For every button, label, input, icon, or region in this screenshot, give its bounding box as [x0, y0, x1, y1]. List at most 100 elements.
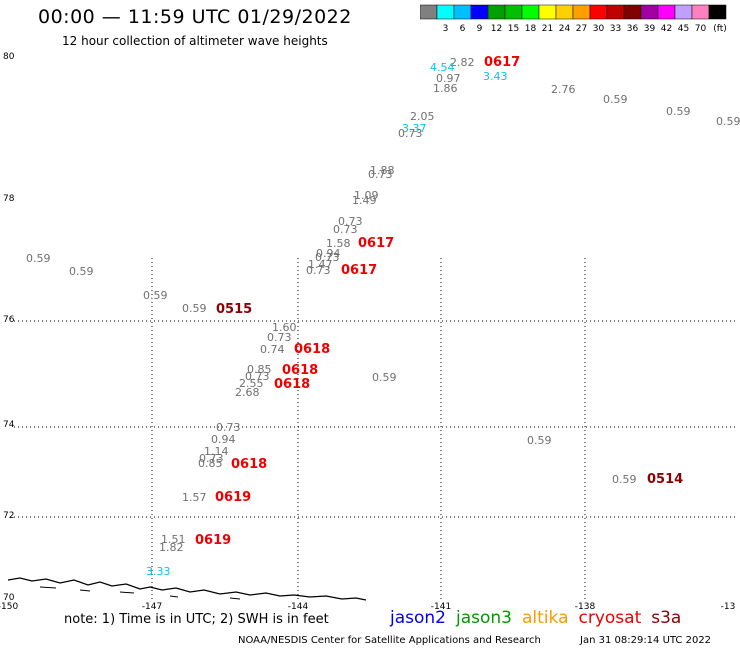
- y-axis-tick-label: 76: [3, 315, 15, 325]
- legend-label: 6: [460, 24, 466, 34]
- wave-height-reading: 2.68: [235, 386, 260, 399]
- satellite-cryosat: cryosat: [578, 608, 642, 628]
- wave-height-reading: 0.73: [398, 127, 423, 140]
- satellite-jason2: jason2: [390, 608, 446, 628]
- wave-height-reading: 0.85: [198, 457, 223, 470]
- legend-label: 70: [695, 24, 707, 34]
- satellite-s3a: s3a: [651, 608, 682, 628]
- wave-height-reading: 0.59: [182, 302, 207, 315]
- pass-time-label: 0617: [358, 236, 394, 251]
- coastline: [169, 595, 179, 598]
- legend-label: 33: [610, 24, 621, 34]
- legend-label: 12: [491, 24, 502, 34]
- wave-height-reading: 0.59: [666, 105, 691, 118]
- legend-label: 3: [443, 24, 449, 34]
- wave-height-reading: 0.59: [143, 289, 168, 302]
- wave-height-reading: 0.59: [69, 265, 94, 278]
- satellite-legend: jason2 jason3 altika cryosat s3a: [390, 608, 691, 628]
- wave-height-reading: 0.97: [436, 72, 461, 85]
- wave-height-reading: 1.14: [204, 445, 229, 458]
- wave-height-reading: 1.88: [370, 164, 395, 177]
- pass-time-label: 0618: [231, 457, 267, 472]
- page-subtitle: 12 hour collection of altimeter wave hei…: [62, 34, 328, 48]
- wave-height-reading: 0.73: [333, 223, 358, 236]
- footer-timestamp: Jan 31 08:29:14 UTC 2022: [580, 635, 712, 646]
- legend-label: 18: [525, 24, 537, 34]
- wave-height-reading: 3.43: [483, 70, 508, 83]
- wave-height-reading: 1.57: [182, 491, 207, 504]
- wave-height-reading: 0.94: [211, 433, 236, 446]
- legend-label: 21: [542, 24, 553, 34]
- y-axis-tick-label: 74: [3, 420, 15, 430]
- coastline: [7, 577, 367, 601]
- satellite-altika: altika: [522, 608, 569, 628]
- wave-height-reading: 1.49: [352, 194, 377, 207]
- coastline: [39, 586, 57, 589]
- legend-label: 45: [678, 24, 689, 34]
- legend-label: 36: [627, 24, 639, 34]
- pass-time-label: 0514: [647, 472, 683, 487]
- legend-label: 9: [477, 24, 483, 34]
- pass-time-label: 0515: [216, 302, 252, 317]
- y-axis-tick-label: 78: [3, 194, 15, 204]
- pass-time-label: 0617: [484, 55, 520, 70]
- wave-height-reading: 3.33: [146, 565, 171, 578]
- wave-height-reading: 0.59: [612, 473, 637, 486]
- coastline: [79, 589, 91, 592]
- y-axis-tick-label: 80: [3, 52, 15, 62]
- color-legend: 3 6 9 12 15 18 21 24 27 30 33 36 39 42 45 70 (ft): [420, 4, 727, 34]
- wave-height-reading: 2.55: [239, 377, 264, 390]
- wave-height-reading: 1.82: [159, 541, 184, 554]
- footer-credit: NOAA/NESDIS Center for Satellite Applica…: [238, 635, 541, 646]
- pass-time-label: 0617: [341, 263, 377, 278]
- y-axis-tick-label: 72: [3, 511, 14, 521]
- wave-height-reading: 1.86: [433, 82, 458, 95]
- wave-height-reading: 0.73: [199, 452, 224, 465]
- wave-height-reading: 0.73: [368, 168, 393, 181]
- coastline: [119, 591, 135, 594]
- wave-height-reading: 2.05: [410, 110, 435, 123]
- y-axis-tick-label: 70: [3, 593, 15, 603]
- x-axis-tick-label: -141: [431, 602, 451, 612]
- pass-time-label: 0619: [195, 533, 231, 548]
- legend-label: 24: [559, 24, 571, 34]
- wave-height-reading: 0.73: [338, 215, 363, 228]
- legend-label: 30: [593, 24, 605, 34]
- legend-swatch: [708, 4, 727, 20]
- legend-label: 27: [576, 24, 587, 34]
- wave-height-reading: 0.59: [527, 434, 552, 447]
- wave-height-reading: 0.59: [603, 93, 628, 106]
- wave-height-reading: 0.59: [716, 115, 740, 128]
- wave-height-reading: 0.85: [247, 363, 272, 376]
- wave-height-reading: 0.73: [315, 251, 340, 264]
- x-axis-tick-label: -138: [575, 602, 596, 612]
- legend-label: 15: [508, 24, 519, 34]
- page-title: 00:00 — 11:59 UTC 01/29/2022: [38, 6, 352, 28]
- wave-height-reading: 0.73: [245, 370, 270, 383]
- wave-height-reading: 0.59: [26, 252, 51, 265]
- x-axis-tick-label: -144: [288, 602, 309, 612]
- wave-height-reading: 0.74: [260, 343, 285, 356]
- wave-height-reading: 0.59: [372, 371, 397, 384]
- note-text: note: 1) Time is in UTC; 2) SWH is in fe…: [64, 612, 329, 627]
- wave-height-reading: 2.82: [450, 56, 475, 69]
- wave-height-reading: 2.76: [551, 83, 576, 96]
- wave-height-reading: 3.37: [402, 122, 427, 135]
- x-axis-tick-label: -13: [721, 602, 736, 612]
- legend-label: 39: [644, 24, 656, 34]
- legend-label: 42: [661, 24, 672, 34]
- pass-time-label: 0618: [282, 363, 318, 378]
- wave-height-reading: 4.54: [430, 61, 455, 74]
- wave-height-reading: 1.58: [326, 237, 351, 250]
- wave-height-reading: 1.51: [161, 533, 186, 546]
- x-axis-tick-label: -150: [0, 602, 18, 612]
- wave-height-reading: 0.73: [216, 421, 241, 434]
- wave-height-reading: 0.94: [316, 247, 341, 260]
- legend-unit: (ft): [713, 24, 727, 34]
- coastline: [229, 597, 241, 600]
- wave-height-reading: 0.73: [267, 331, 292, 344]
- satellite-jason3: jason3: [456, 608, 512, 628]
- x-axis-tick-label: -147: [142, 602, 162, 612]
- wave-height-reading: 1.60: [272, 321, 297, 334]
